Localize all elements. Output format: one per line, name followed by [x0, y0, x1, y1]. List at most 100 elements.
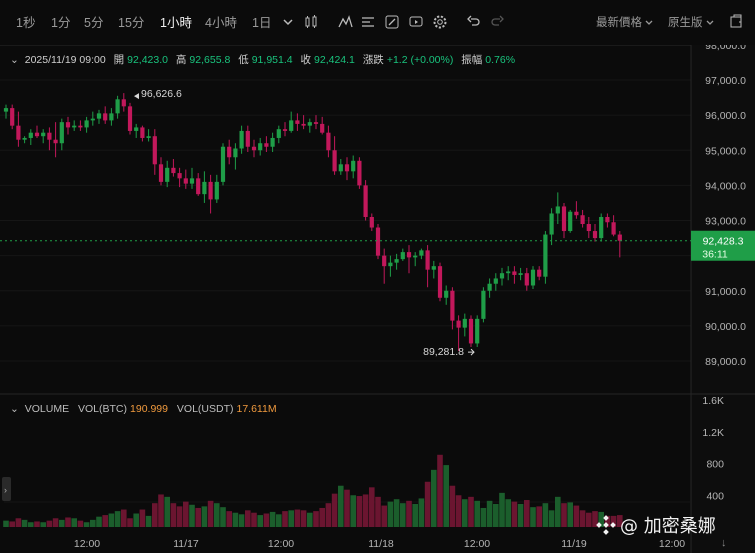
volume-bar — [77, 520, 84, 527]
candle — [481, 287, 486, 323]
chevron-down-icon[interactable]: ⌄ — [10, 403, 19, 415]
drawing-icon[interactable] — [384, 14, 400, 30]
candle-body — [152, 136, 157, 165]
undo-icon[interactable] — [466, 14, 482, 30]
candle — [338, 159, 343, 175]
candle-body — [450, 290, 455, 321]
candle — [289, 111, 294, 133]
interval-5m[interactable]: 5分 — [84, 16, 104, 30]
volume-bar — [114, 511, 121, 527]
volume-tick-label: 1.6K — [702, 395, 724, 407]
candle — [258, 137, 263, 156]
candle — [524, 267, 529, 291]
list-icon[interactable] — [360, 14, 376, 30]
candle-body — [214, 181, 219, 200]
volume-tick-label: 800 — [706, 459, 724, 471]
candle — [196, 173, 201, 196]
candle-body — [431, 266, 436, 270]
candle — [177, 167, 182, 188]
volume-bar — [474, 500, 480, 527]
chevron-down-icon[interactable]: ⌄ — [10, 54, 19, 66]
candle-body — [10, 108, 15, 126]
volume-bar — [232, 512, 239, 527]
indicator-icon[interactable] — [338, 14, 354, 30]
candle-body — [382, 255, 387, 267]
low-label: 低 — [238, 54, 249, 66]
price-tick-label: 90,000.0 — [705, 321, 746, 333]
version-select[interactable]: 原生版 — [668, 17, 703, 29]
volume-bar — [102, 515, 108, 527]
candle — [22, 136, 27, 144]
price-type-select[interactable]: 最新價格 — [596, 17, 642, 29]
candle-body — [499, 273, 505, 279]
candle-body — [592, 231, 598, 239]
candle-body — [363, 185, 368, 217]
candle — [444, 285, 449, 305]
volume-bar — [610, 515, 617, 527]
interval-1s[interactable]: 1秒 — [16, 16, 36, 30]
candle — [158, 157, 164, 186]
volume-bar — [480, 507, 487, 527]
time-axis-reset-icon[interactable]: ↓ — [721, 537, 727, 549]
chevron-down-icon[interactable] — [280, 14, 296, 30]
snapshot-icon[interactable] — [728, 14, 744, 30]
interval-15m[interactable]: 15分 — [118, 16, 145, 30]
candle-body — [605, 216, 610, 223]
chevron-right-icon[interactable]: › — [4, 485, 7, 495]
interval-1h[interactable]: 1小時 — [154, 0, 198, 45]
candle — [611, 215, 616, 237]
redo-icon[interactable] — [489, 14, 505, 30]
candle-body — [220, 146, 226, 182]
interval-1m[interactable]: 1分 — [51, 16, 71, 30]
candle — [109, 108, 114, 126]
candle — [28, 129, 33, 145]
volume-tick-label: 400 — [706, 490, 724, 502]
candle-body — [481, 290, 486, 319]
price-tick-label: 93,000.0 — [705, 216, 746, 228]
volume-bar — [9, 521, 15, 527]
volume-bar — [524, 500, 530, 527]
candle — [599, 213, 604, 242]
chevron-down-icon[interactable] — [641, 14, 657, 30]
interval-1d[interactable]: 1日 — [252, 16, 272, 30]
candle — [96, 109, 102, 124]
candle-body — [127, 106, 133, 131]
price-tick-label: 91,000.0 — [705, 286, 746, 298]
volume-bar — [517, 503, 524, 527]
last-price-countdown: 36:11 — [702, 249, 728, 261]
chevron-down-icon[interactable] — [702, 14, 718, 30]
candle-body — [369, 216, 374, 228]
candle — [41, 129, 46, 144]
volume-bar — [90, 519, 96, 527]
candle-body — [394, 259, 399, 263]
volume-bar — [319, 507, 325, 527]
candle — [487, 278, 492, 298]
volume-bar — [462, 499, 468, 527]
volume-bar — [468, 496, 474, 527]
pane-collapse-handle[interactable] — [2, 477, 11, 501]
open-value: 92,423.0 — [127, 54, 168, 66]
volume-bar — [604, 515, 611, 527]
time-ticks: 12:00 11/17 12:00 11/18 12:00 11/19 12:00 — [74, 538, 685, 550]
volume-bar — [313, 511, 319, 527]
candle-body — [512, 271, 517, 275]
candle-body — [388, 262, 393, 267]
candle-style-icon[interactable] — [303, 14, 319, 30]
candle-body — [239, 130, 244, 149]
candlestick-chart[interactable]: 89,000.0 90,000.0 91,000.0 93,000.0 94,000.0… — [0, 45, 755, 553]
price-axis[interactable] — [691, 45, 755, 553]
interval-4h[interactable]: 4小時 — [205, 16, 237, 30]
volume-bar — [592, 511, 598, 527]
candle-body — [561, 206, 567, 232]
volume-bar — [350, 495, 356, 527]
volume-bar — [505, 499, 511, 527]
volume-bar — [71, 518, 77, 527]
annotations: 96,626.6 89,281.8 — [134, 88, 475, 358]
volume-bar — [387, 501, 394, 527]
candle-body — [549, 213, 554, 235]
candle — [394, 253, 399, 270]
candle-body — [599, 216, 604, 239]
replay-icon[interactable] — [408, 14, 424, 30]
settings-icon[interactable] — [432, 14, 448, 30]
volume-bar — [65, 517, 71, 527]
